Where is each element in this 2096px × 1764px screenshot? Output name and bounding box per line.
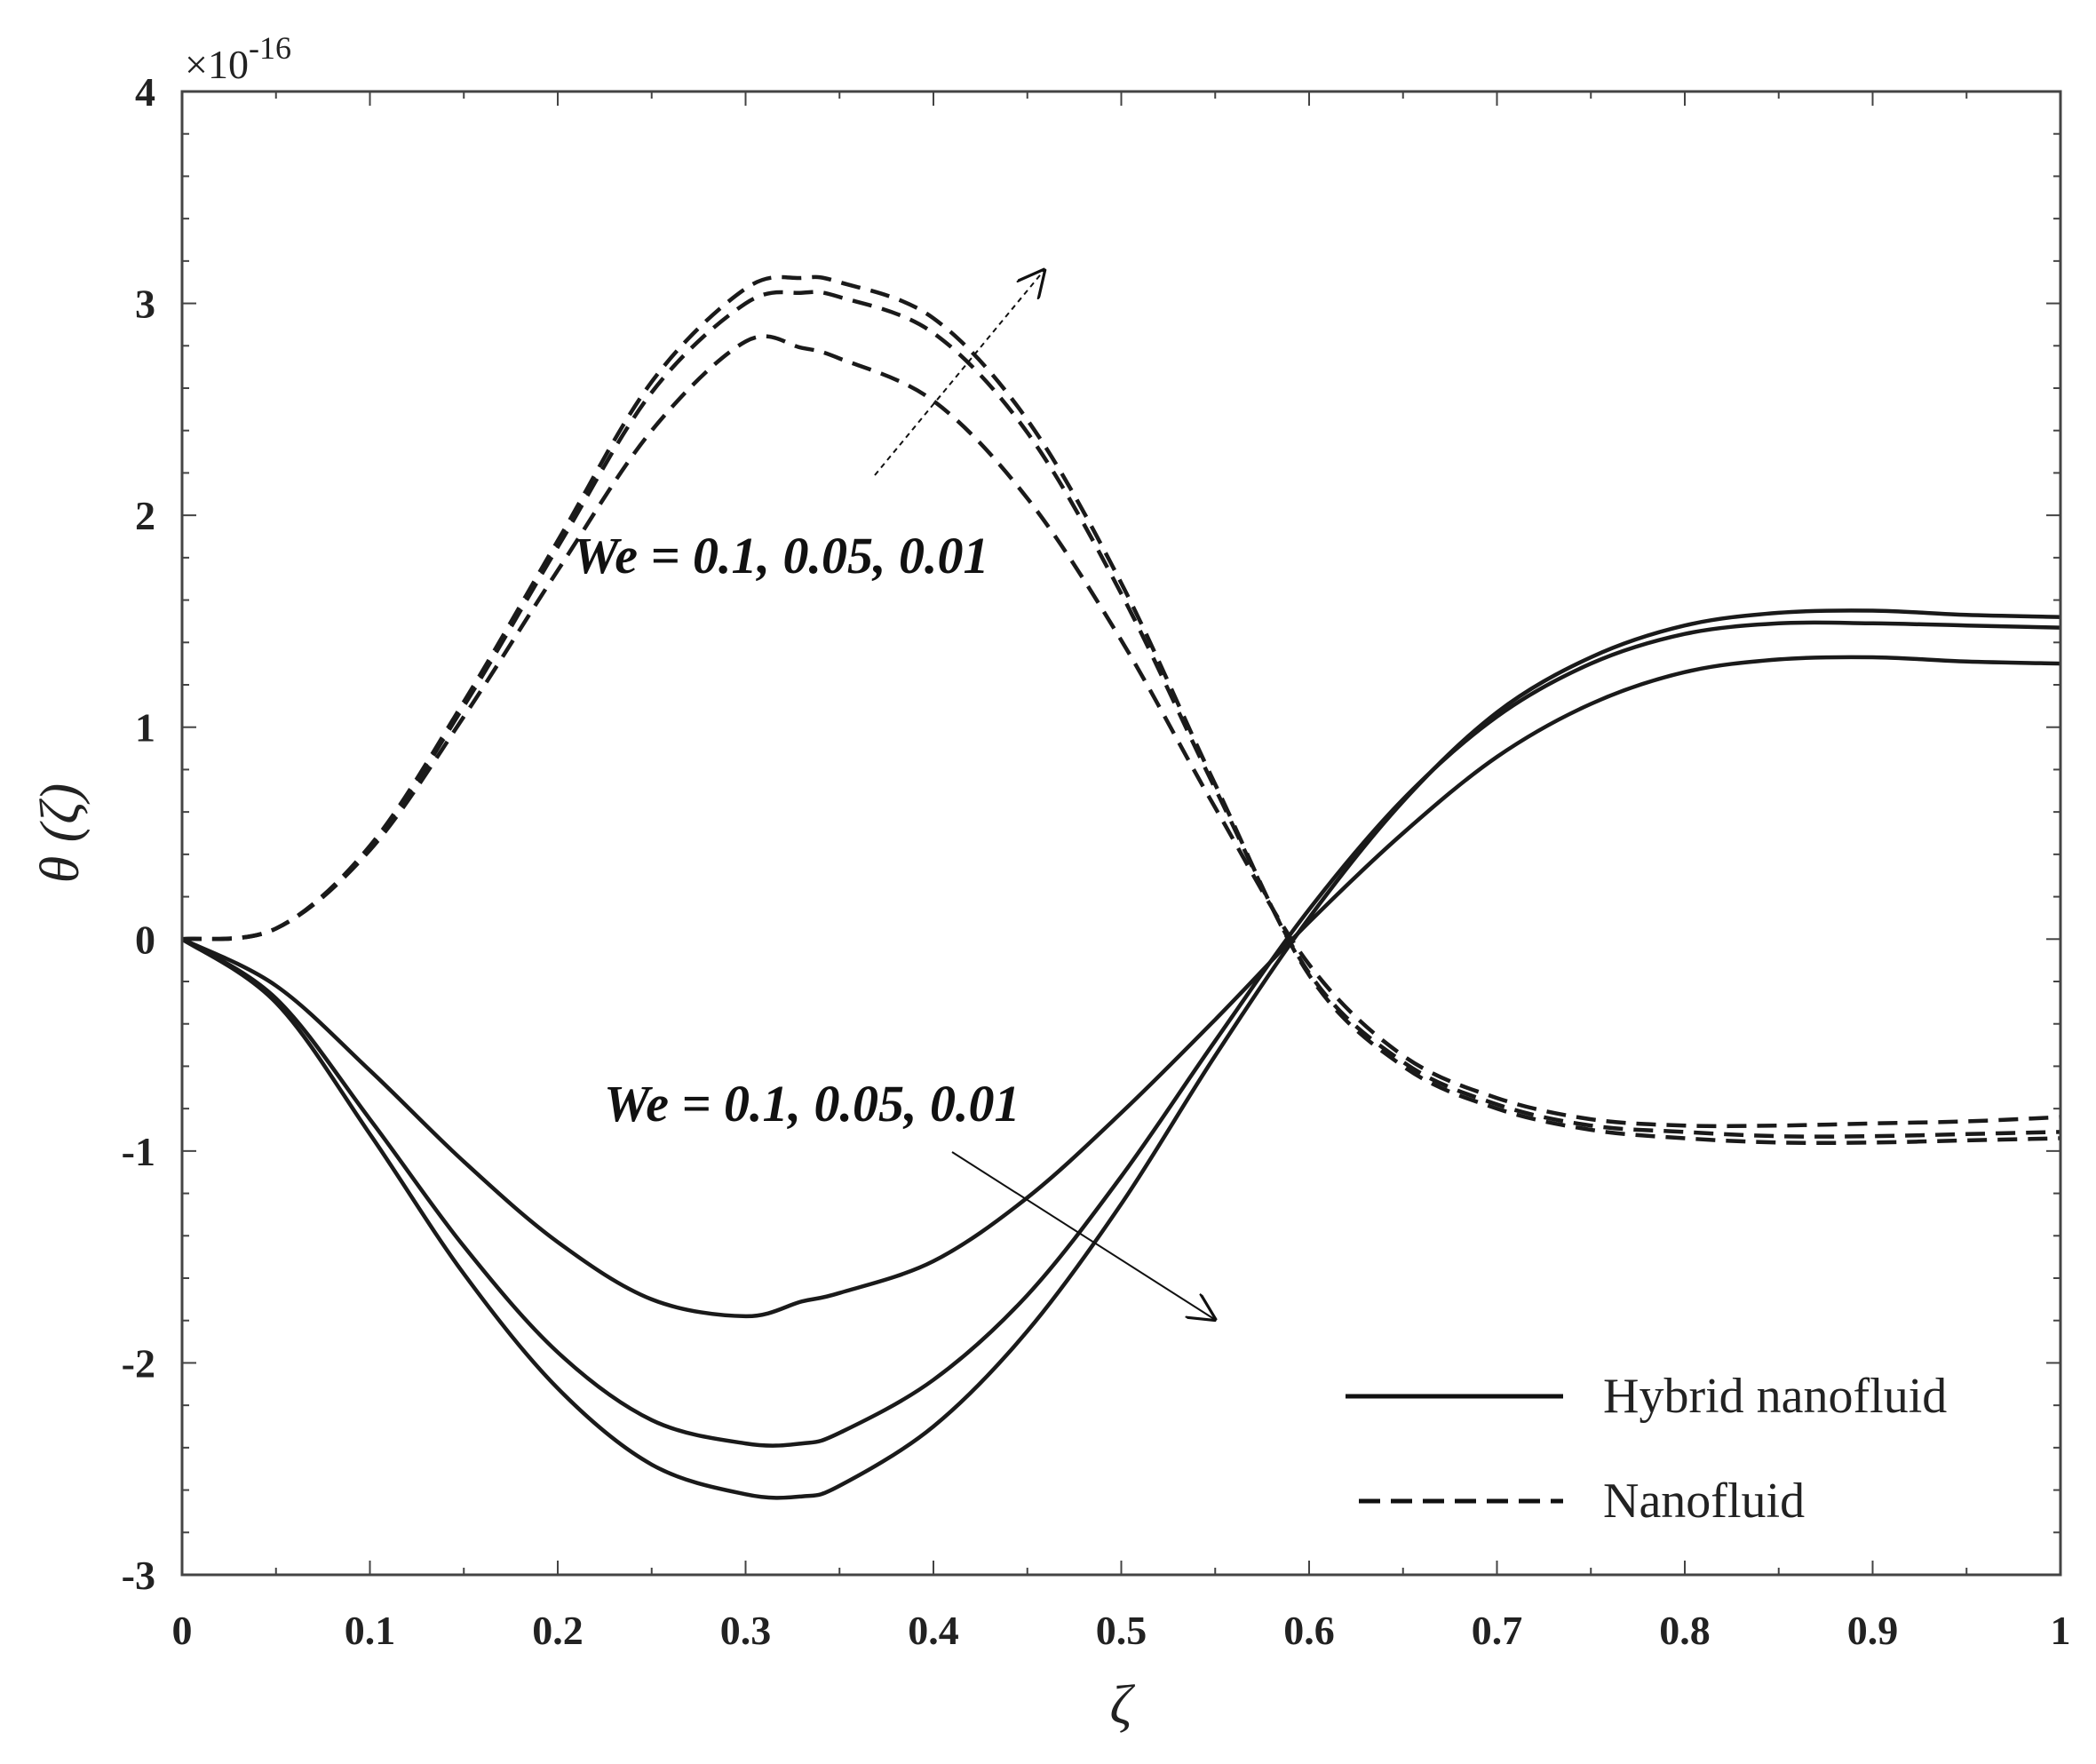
y-tick-label: -2 xyxy=(122,1340,155,1386)
x-tick-label: 0.7 xyxy=(1472,1608,1523,1653)
y-tick-label: 3 xyxy=(135,282,155,327)
hybrid-annotation: We = 0.1, 0.05, 0.01 xyxy=(604,1075,1020,1132)
legend-label-hybrid: Hybrid nanofluid xyxy=(1603,1369,1947,1424)
y-tick-label: 2 xyxy=(135,493,155,538)
y-multiplier: ×10-16 xyxy=(185,30,291,87)
legend: Hybrid nanofluid Nanofluid xyxy=(1346,1369,1947,1529)
x-tick-label: 0.5 xyxy=(1096,1608,1147,1653)
y-multiplier-exponent: -16 xyxy=(249,30,291,66)
series-line-1 xyxy=(182,655,2060,1319)
x-tick-label: 0.9 xyxy=(1847,1608,1899,1653)
y-tick-label: -1 xyxy=(122,1129,155,1174)
x-tick-label: 0.4 xyxy=(908,1608,959,1653)
plot-frame xyxy=(180,90,2062,1577)
y-tick-label: -3 xyxy=(122,1553,155,1598)
axis-ticks xyxy=(181,91,2061,1576)
hybrid-arrow xyxy=(951,1151,1214,1319)
x-tick-label: 0.2 xyxy=(532,1608,584,1653)
series-line-2 xyxy=(182,620,2060,1448)
y-axis-title: θ (ζ) xyxy=(30,783,91,883)
y-multiplier-base: ×10 xyxy=(185,42,249,87)
x-tick-labels: 0 0.1 0.2 0.3 0.4 0.5 0.6 0.7 0.8 0.9 1 xyxy=(172,1608,2071,1653)
x-axis-title: ζ xyxy=(1109,1675,1135,1736)
nanofluid-annotation: We = 0.1, 0.05, 0.01 xyxy=(573,527,989,584)
x-tick-label: 0.3 xyxy=(720,1608,772,1653)
series-line-4 xyxy=(182,334,2060,1129)
y-tick-label: 4 xyxy=(135,69,155,115)
legend-label-nanofluid: Nanofluid xyxy=(1603,1474,1805,1529)
series-line-5 xyxy=(182,290,2060,1139)
x-tick-label: 0.6 xyxy=(1283,1608,1335,1653)
series-line-3 xyxy=(182,608,2060,1500)
x-tick-label: 1 xyxy=(2051,1608,2071,1653)
y-tick-label: 1 xyxy=(135,705,155,751)
x-tick-label: 0.1 xyxy=(345,1608,396,1653)
nanofluid-arrow xyxy=(874,271,1044,476)
series-line-6 xyxy=(182,274,2060,1146)
y-tick-labels: -3 -2 -1 0 1 2 3 4 xyxy=(122,69,155,1598)
x-tick-label: 0 xyxy=(172,1608,193,1653)
x-tick-label: 0.8 xyxy=(1659,1608,1711,1653)
y-tick-label: 0 xyxy=(135,917,155,962)
series-group xyxy=(182,274,2060,1500)
